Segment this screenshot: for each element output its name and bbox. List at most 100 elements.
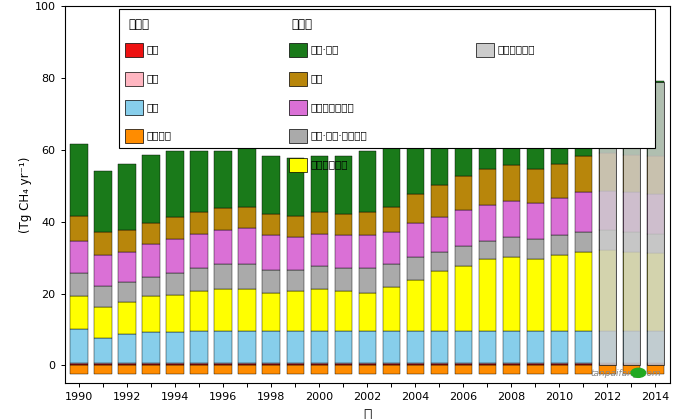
Bar (430, 363, 448, 364)
Bar (527, 363, 544, 364)
Bar (551, 235, 568, 255)
Bar (527, 106, 544, 169)
Bar (167, 365, 184, 375)
Bar (118, 364, 136, 365)
Bar (575, 92, 592, 156)
Text: tanpaifang.com: tanpaifang.com (590, 369, 661, 378)
Text: 土壤氧化: 土壤氧化 (147, 131, 172, 141)
Text: 农业·水田: 农业·水田 (310, 45, 339, 54)
Bar (455, 331, 472, 363)
Bar (190, 291, 207, 331)
Text: 垃圾及垃圾填埋: 垃圾及垃圾填埋 (310, 102, 354, 112)
Bar (598, 191, 616, 230)
Bar (479, 364, 496, 365)
Bar (70, 241, 88, 273)
Bar (167, 151, 184, 217)
Bar (407, 365, 424, 375)
Bar (142, 297, 160, 332)
Bar (214, 365, 232, 375)
Bar (455, 364, 472, 365)
Bar (527, 203, 544, 239)
Bar (575, 251, 592, 331)
Bar (503, 331, 520, 363)
Bar (119, 9, 655, 148)
FancyBboxPatch shape (476, 43, 494, 57)
Bar (190, 363, 207, 364)
Bar (118, 230, 136, 251)
Bar (407, 129, 424, 194)
Bar (598, 363, 616, 364)
Text: 湿地: 湿地 (147, 102, 159, 112)
Bar (407, 364, 424, 365)
Bar (455, 363, 472, 364)
Bar (358, 331, 376, 363)
Bar (503, 237, 520, 257)
Bar (335, 235, 352, 268)
Bar (407, 257, 424, 280)
Bar (623, 72, 640, 155)
Bar (286, 158, 304, 216)
Bar (598, 331, 616, 363)
Bar (286, 365, 304, 375)
Bar (118, 334, 136, 363)
Bar (647, 81, 664, 156)
Bar (358, 293, 376, 331)
Bar (286, 331, 304, 363)
Bar (167, 295, 184, 332)
Text: 火灾: 火灾 (147, 45, 159, 54)
Bar (358, 363, 376, 364)
Bar (95, 255, 112, 286)
Bar (430, 185, 448, 217)
Bar (142, 364, 160, 365)
Bar (95, 363, 112, 364)
Bar (311, 289, 328, 331)
Bar (358, 212, 376, 235)
FancyBboxPatch shape (125, 129, 143, 143)
Bar (239, 365, 256, 375)
Bar (70, 329, 88, 363)
Bar (455, 113, 472, 176)
Bar (335, 268, 352, 291)
Bar (214, 364, 232, 365)
Bar (647, 253, 664, 331)
Bar (551, 198, 568, 235)
Bar (167, 363, 184, 364)
Bar (95, 307, 112, 338)
Bar (647, 234, 664, 253)
Bar (214, 331, 232, 363)
Bar (623, 331, 640, 363)
Bar (95, 286, 112, 307)
Bar (407, 194, 424, 223)
Bar (262, 235, 279, 269)
Bar (239, 331, 256, 363)
Bar (551, 101, 568, 163)
Bar (311, 363, 328, 364)
Bar (575, 192, 592, 232)
Bar (623, 365, 640, 375)
Bar (239, 289, 256, 331)
Bar (118, 251, 136, 282)
FancyBboxPatch shape (288, 72, 307, 86)
Bar (430, 365, 448, 375)
Bar (286, 291, 304, 331)
Bar (575, 363, 592, 364)
Bar (286, 269, 304, 291)
Bar (479, 331, 496, 363)
Bar (286, 364, 304, 365)
Bar (527, 259, 544, 331)
Bar (142, 363, 160, 364)
Bar (527, 331, 544, 363)
Bar (383, 364, 400, 365)
Bar (383, 264, 400, 287)
Bar (598, 230, 616, 250)
Bar (311, 364, 328, 365)
Bar (118, 282, 136, 302)
Bar (70, 144, 88, 216)
Bar (598, 364, 616, 365)
Bar (647, 363, 664, 364)
Bar (551, 331, 568, 363)
Bar (190, 212, 207, 234)
Bar (95, 364, 112, 365)
Bar (455, 210, 472, 246)
Bar (70, 273, 88, 297)
